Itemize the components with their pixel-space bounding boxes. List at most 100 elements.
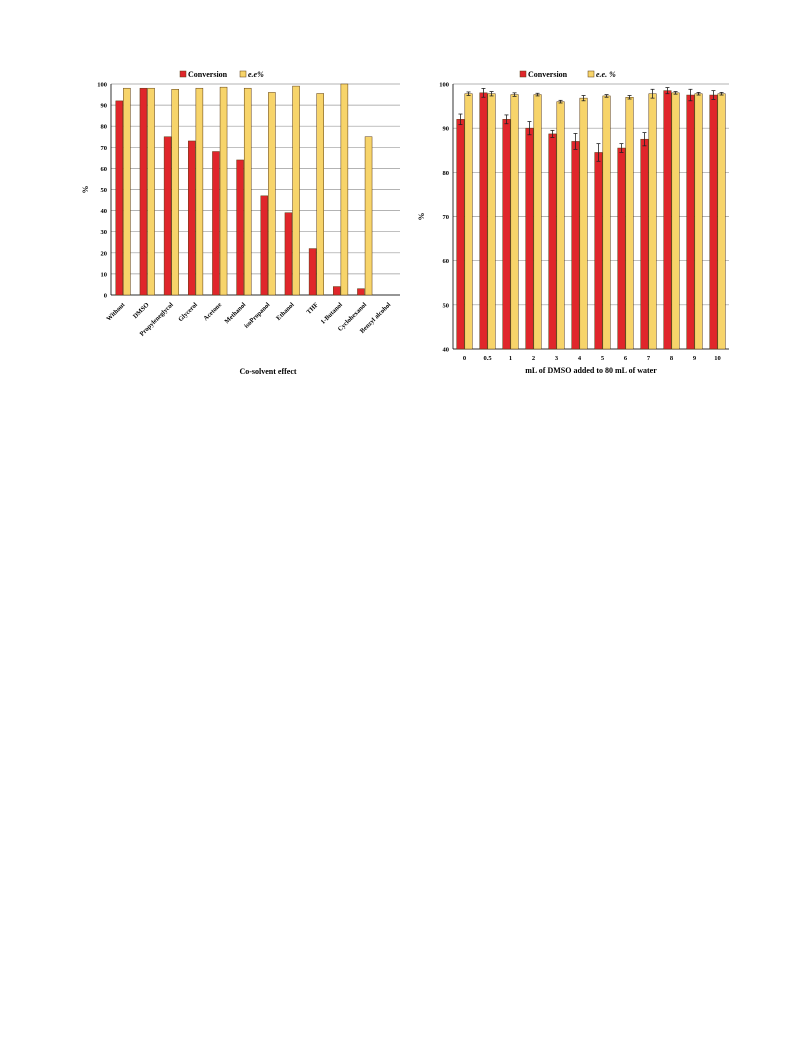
y-tick-label: 30 (101, 229, 108, 236)
conversion-bar (212, 151, 220, 296)
ee-bar (171, 89, 179, 296)
legend-swatch-0 (179, 70, 187, 78)
legend-swatch-0 (519, 70, 527, 78)
ee-bar (268, 92, 276, 296)
x-tick-label: 10 (714, 355, 721, 362)
x-tick-label: 7 (647, 355, 651, 362)
y-tick-label: 20 (101, 250, 108, 257)
y-tick-label: 90 (101, 103, 108, 110)
conversion-bar (663, 90, 672, 350)
y-tick-label: 100 (97, 82, 107, 89)
conversion-bar (686, 94, 695, 350)
ee-bar (243, 87, 252, 296)
conversion-bar (284, 212, 293, 296)
legend-swatch-1 (239, 70, 247, 78)
ee-bar (625, 97, 634, 350)
conversion-bar (640, 138, 649, 350)
ee-bar (219, 86, 228, 296)
conversion-bar (456, 119, 465, 350)
conversion-bar (594, 152, 603, 350)
conversion-bar (525, 127, 534, 350)
y-tick-label: 80 (101, 124, 108, 131)
ee-bar (533, 94, 542, 350)
x-tick-label: 5 (601, 355, 605, 362)
x-tick-label: 2 (532, 355, 535, 362)
ee-bar (671, 92, 680, 350)
ee-bar (602, 95, 611, 350)
conversion-bar (479, 92, 488, 350)
y-axis-title: % (418, 213, 426, 221)
y-tick-label: 10 (101, 271, 108, 278)
x-tick-label: Methanol (223, 301, 247, 325)
ee-bar (556, 101, 565, 350)
x-tick-label: 1-Butanol (320, 301, 344, 325)
x-tick-label: THF (305, 301, 319, 315)
y-tick-label: 60 (101, 166, 108, 173)
conversion-bar (571, 141, 580, 350)
conversion-bar (502, 119, 511, 350)
y-tick-label: 80 (443, 170, 450, 177)
x-tick-label: Without (105, 301, 127, 323)
x-tick-label: 9 (693, 355, 697, 362)
ee-bar (464, 93, 473, 350)
ee-bar (510, 94, 519, 350)
ee-bar (364, 136, 373, 296)
y-tick-label: 100 (439, 82, 449, 89)
x-tick-label: 3 (555, 355, 559, 362)
ee-bar (147, 87, 155, 296)
conversion-bar (709, 94, 718, 350)
y-tick-label: 50 (101, 187, 108, 194)
y-axis-title: % (81, 186, 90, 194)
x-tick-label: Ethanol (275, 301, 296, 322)
y-tick-label: 40 (101, 208, 108, 215)
ee-bar (195, 87, 204, 296)
ee-bar (648, 93, 657, 350)
x-tick-label: 0.5 (483, 355, 492, 362)
conversion-bar (163, 136, 172, 296)
legend-label-1: e.e% (248, 70, 264, 79)
y-tick-label: 40 (443, 347, 450, 354)
conversion-bar (236, 159, 244, 296)
legend-label-0: Conversion (188, 70, 228, 79)
x-axis-title: Co-solvent effect (239, 367, 296, 376)
x-tick-label: Acetone (202, 301, 223, 322)
x-axis-title: mL of DMSO added to 80 mL of water (525, 366, 657, 375)
legend: Conversion e.e. % (519, 70, 616, 79)
conversion-bar (357, 288, 365, 296)
ee-bar (292, 85, 300, 296)
dmso-volume-chart: Conversion e.e. % 40 50 60 70 80 90 100 0 0.5 1 2 3 4 5… (418, 70, 729, 375)
ee-bar (694, 93, 703, 350)
legend-label-1: e.e. % (596, 70, 616, 79)
ee-bar (340, 83, 349, 296)
conversion-bar (260, 195, 269, 296)
conversion-bar (333, 286, 341, 296)
ee-bar (579, 97, 588, 350)
legend-swatch-1 (587, 70, 595, 78)
x-tick-label: 6 (624, 355, 628, 362)
x-tick-label: 4 (578, 355, 582, 362)
y-tick-label: 50 (443, 302, 450, 309)
conversion-bar (308, 248, 317, 296)
y-tick-label: 0 (104, 293, 107, 300)
legend-label-0: Conversion (528, 70, 568, 79)
y-tick-label: 70 (101, 145, 108, 152)
x-tick-label: DMSO (132, 301, 151, 320)
y-tick-label: 90 (443, 126, 450, 133)
conversion-bar (617, 147, 626, 350)
y-tick-label: 60 (443, 258, 450, 265)
ee-bar (123, 87, 131, 296)
conversion-bar (188, 140, 196, 296)
ee-bar (487, 93, 496, 350)
y-tick-label: 70 (443, 214, 450, 221)
conversion-bar (115, 100, 124, 296)
x-tick-label: Glycerol (177, 301, 199, 323)
conversion-bar (548, 133, 557, 350)
x-tick-label: isoPropanol (243, 301, 271, 329)
x-tick-label: 8 (670, 355, 674, 362)
conversion-bar (139, 87, 148, 296)
legend: Conversion e.e% (179, 70, 264, 79)
ee-bar (717, 93, 726, 350)
x-tick-label: 0 (463, 355, 466, 362)
co-solvent-effect-chart: Conversion e.e% 0 10 20 30 40 50 60 70 80 90 100 With… (81, 70, 400, 376)
ee-bar (316, 93, 324, 296)
